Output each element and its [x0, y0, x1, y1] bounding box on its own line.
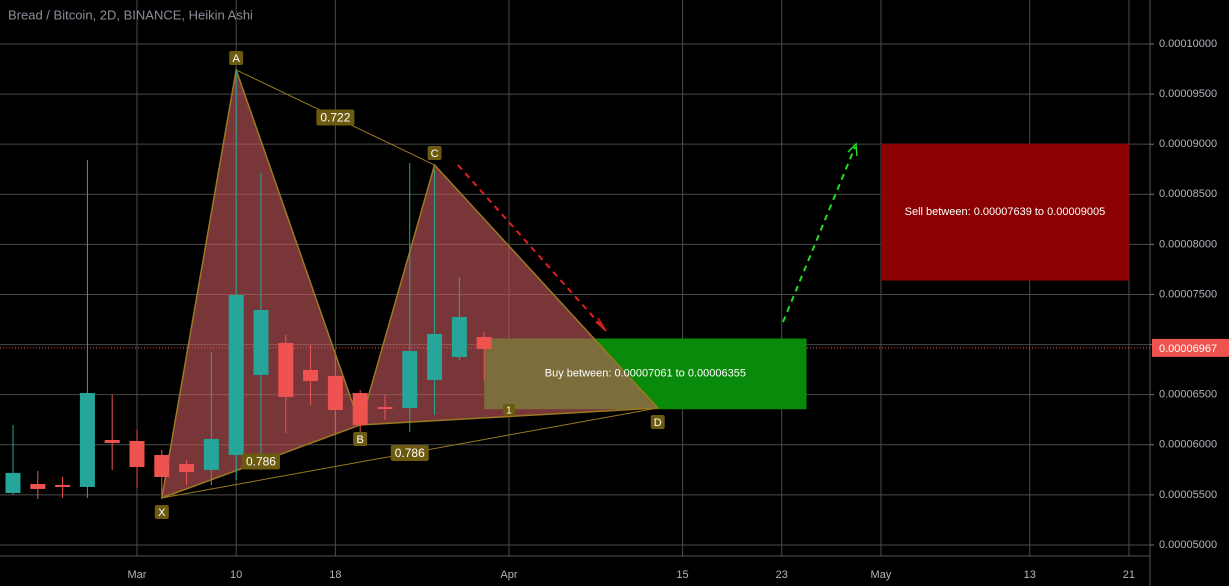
last-price-badge	[1152, 338, 1229, 357]
zone-label: Sell between: 0.00007639 to 0.00009005	[905, 206, 1106, 218]
candle-body	[228, 294, 244, 456]
candle-body	[55, 484, 71, 487]
x-tick-label: 18	[329, 569, 341, 581]
point-badge	[427, 146, 442, 161]
candle-body	[30, 483, 46, 489]
candle-body	[278, 342, 294, 397]
x-tick-label: May	[871, 569, 892, 581]
point-label: A	[233, 53, 241, 65]
ratio-label: 0.786	[246, 455, 276, 469]
candle-body	[154, 455, 170, 477]
candle-body	[303, 369, 319, 381]
candle-body	[79, 392, 95, 487]
ratio-badge	[390, 444, 429, 461]
projection-arrow	[457, 164, 606, 331]
ratio-badge	[241, 453, 280, 470]
y-tick-label: 0.00008000	[1159, 238, 1217, 250]
x-tick-label: 10	[230, 569, 242, 581]
y-tick-label: 0.00009500	[1159, 88, 1217, 100]
y-tick-label: 0.00006000	[1159, 439, 1217, 451]
candle-body	[179, 464, 195, 472]
ratio-label: 0.786	[395, 446, 425, 460]
point-label: B	[356, 434, 363, 446]
projection-arrow	[782, 146, 856, 323]
candle-body	[427, 333, 443, 380]
x-tick-label: Apr	[500, 569, 517, 581]
point-label: C	[431, 148, 439, 160]
point-label: X	[158, 507, 166, 519]
candle-body	[253, 310, 269, 375]
point-badge	[154, 504, 169, 519]
x-tick-label: 23	[776, 569, 788, 581]
x-tick-label: 13	[1024, 569, 1036, 581]
candle-body	[129, 440, 145, 468]
ratio-badge	[316, 109, 355, 126]
candle-body	[402, 350, 418, 409]
y-tick-label: 0.00007500	[1159, 288, 1217, 300]
candle-body	[451, 317, 467, 358]
y-tick-label: 0.00005000	[1159, 539, 1217, 551]
point-badge	[650, 415, 665, 430]
candle-body	[476, 336, 492, 349]
ratio-label: 0.722	[320, 111, 350, 125]
y-tick-label: 0.00006500	[1159, 389, 1217, 401]
y-tick-label: 0.00008500	[1159, 188, 1217, 200]
y-tick-label: 0.00009000	[1159, 138, 1217, 150]
chart-title: Bread / Bitcoin, 2D, BINANCE, Heikin Ash…	[8, 7, 253, 22]
x-tick-label: Mar	[128, 569, 147, 581]
candle-body	[327, 375, 343, 411]
price-axis-panel	[1150, 0, 1229, 586]
candle-body	[104, 439, 120, 443]
candle-body	[377, 407, 393, 410]
annotation-badge	[502, 403, 515, 416]
price-zone	[880, 143, 1129, 281]
annotation: 1	[506, 405, 512, 416]
candle-body	[5, 472, 21, 493]
x-tick-label: 21	[1123, 569, 1135, 581]
arrow-head	[595, 317, 607, 332]
y-tick-label: 0.00010000	[1159, 38, 1217, 50]
candle-body	[203, 438, 219, 470]
x-tick-label: 15	[676, 569, 688, 581]
y-tick-label: 0.00005500	[1159, 489, 1217, 501]
zone-label: Buy between: 0.00007061 to 0.00006355	[545, 368, 746, 380]
point-badge	[229, 50, 244, 65]
point-label: D	[654, 417, 662, 429]
point-badge	[353, 431, 368, 446]
last-price-label: 0.00006967	[1159, 343, 1217, 355]
arrow-head	[847, 142, 858, 157]
candle-body	[352, 392, 368, 425]
